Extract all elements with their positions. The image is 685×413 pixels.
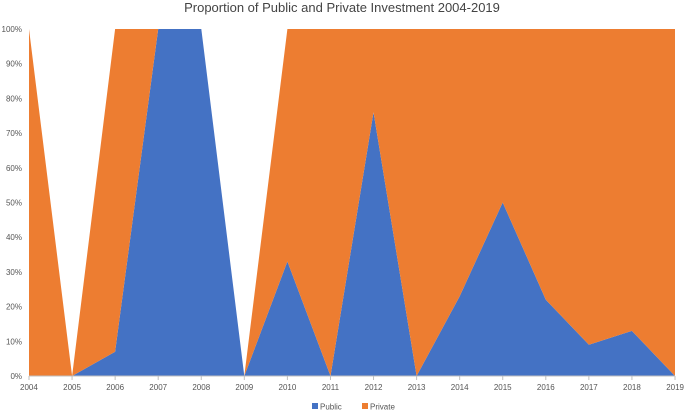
y-tick-label: 80% — [6, 94, 22, 103]
y-tick-label: 10% — [6, 337, 22, 346]
y-tick-label: 60% — [6, 164, 22, 173]
x-tick-label: 2007 — [149, 383, 167, 392]
legend-label-public: Public — [320, 403, 342, 412]
y-axis: 0% 10% 20% 30% 40% 50% 60% 70% 80% 90% 100% — [2, 25, 22, 381]
legend-swatch-private — [362, 403, 368, 409]
x-tick-label: 2008 — [192, 383, 210, 392]
y-tick-label: 50% — [6, 199, 22, 208]
x-tick-label: 2004 — [20, 383, 38, 392]
x-tick-label: 2011 — [322, 383, 340, 392]
x-tick-label: 2009 — [235, 383, 253, 392]
area-public — [29, 29, 675, 376]
y-tick-label: 90% — [6, 60, 22, 69]
legend: Public Private — [312, 403, 395, 412]
x-tick-label: 2010 — [279, 383, 297, 392]
x-tick-label: 2012 — [365, 383, 383, 392]
x-tick-label: 2018 — [623, 383, 641, 392]
plot-area — [29, 29, 675, 376]
legend-label-private: Private — [370, 403, 395, 412]
y-tick-label: 30% — [6, 268, 22, 277]
x-tick-label: 2006 — [106, 383, 124, 392]
y-tick-label: 70% — [6, 129, 22, 138]
x-tick-label: 2016 — [537, 383, 555, 392]
x-tick-label: 2015 — [494, 383, 512, 392]
legend-swatch-public — [312, 403, 318, 409]
area-private — [29, 29, 675, 376]
y-tick-label: 100% — [2, 25, 22, 34]
y-tick-label: 40% — [6, 233, 22, 242]
y-tick-label: 0% — [10, 372, 22, 381]
y-tick-label: 20% — [6, 303, 22, 312]
x-axis: 2004 2005 2006 2007 2008 2009 2010 2011 2012 2013… — [20, 376, 685, 392]
chart-title: Proportion of Public and Private Investm… — [184, 0, 500, 15]
x-tick-label: 2019 — [666, 383, 684, 392]
x-tick-label: 2013 — [408, 383, 426, 392]
x-tick-label: 2005 — [63, 383, 81, 392]
x-tick-label: 2014 — [451, 383, 469, 392]
x-tick-label: 2017 — [580, 383, 598, 392]
